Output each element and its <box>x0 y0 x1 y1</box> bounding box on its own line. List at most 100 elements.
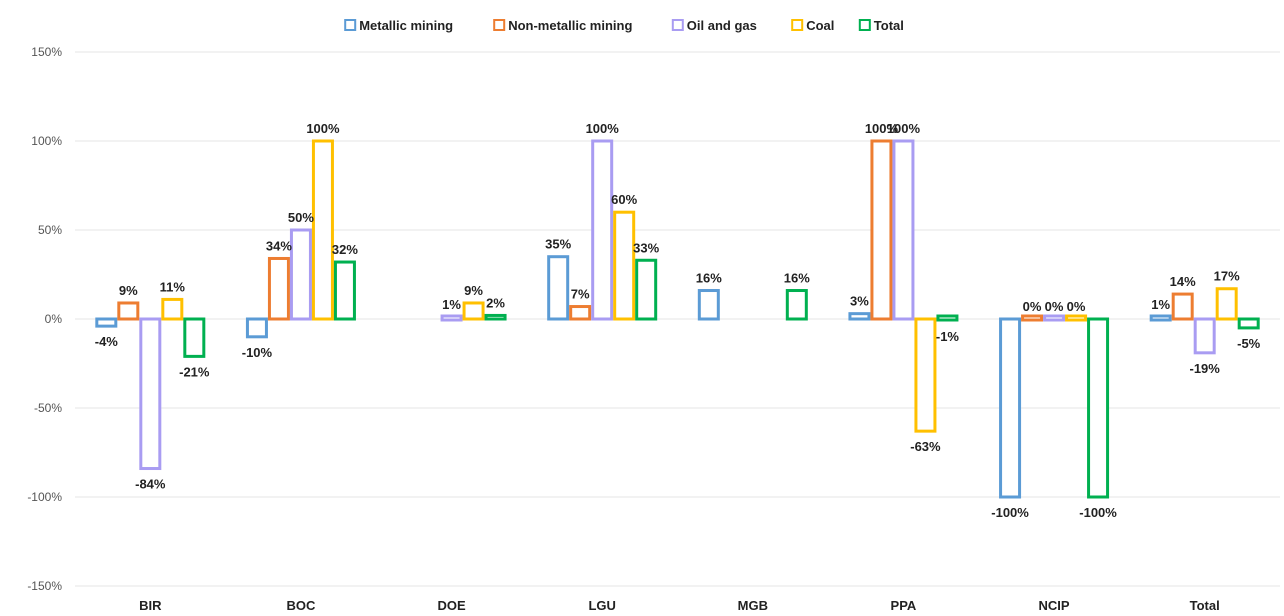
bar <box>547 255 570 321</box>
x-tick-label: NCIP <box>1039 598 1070 613</box>
x-tick-label: Total <box>1190 598 1220 613</box>
data-label: -100% <box>1079 505 1117 520</box>
y-tick-label: 100% <box>31 134 62 148</box>
bar <box>1237 317 1260 330</box>
data-label: -19% <box>1190 361 1221 376</box>
legend-label: Oil and gas <box>687 18 757 33</box>
legend-item: Oil and gas <box>671 18 757 33</box>
bar <box>1021 314 1044 322</box>
data-label: 100% <box>306 121 340 136</box>
y-tick-label: 150% <box>31 45 62 59</box>
bar <box>914 317 937 433</box>
bar <box>245 317 268 339</box>
data-label: 16% <box>696 271 722 286</box>
legend-item: Non-metallic mining <box>493 18 632 33</box>
bar <box>569 305 592 321</box>
bar <box>1087 317 1110 499</box>
bar <box>870 139 893 321</box>
legend-swatch <box>858 19 871 31</box>
bars <box>95 139 1260 499</box>
data-label: 0% <box>1023 299 1042 314</box>
bar <box>440 314 463 322</box>
y-tick-label: -150% <box>27 579 62 593</box>
data-label: 32% <box>332 242 358 257</box>
data-label: 14% <box>1170 274 1196 289</box>
data-label: -5% <box>1237 336 1261 351</box>
legend-label: Coal <box>806 18 834 33</box>
data-label: 11% <box>160 279 186 294</box>
data-labels: -4%-10%35%16%3%-100%1%9%34%7%100%0%14%-8… <box>95 121 1261 520</box>
data-label: 50% <box>288 210 314 225</box>
data-label: 100% <box>586 121 620 136</box>
data-label: 9% <box>464 283 483 298</box>
legend-swatch <box>344 19 357 31</box>
bar <box>848 312 871 321</box>
data-label: 17% <box>1214 269 1240 284</box>
legend-swatch <box>671 19 684 31</box>
x-tick-label: PPA <box>891 598 917 613</box>
legend-item: Total <box>858 18 904 33</box>
data-label: 33% <box>633 240 659 255</box>
data-label: 2% <box>486 295 505 310</box>
bar <box>591 139 614 321</box>
data-label: 0% <box>1045 299 1064 314</box>
bar <box>289 228 312 321</box>
y-tick-label: -100% <box>27 490 62 504</box>
x-tick-label: DOE <box>437 598 466 613</box>
legend-swatch <box>791 19 804 31</box>
bar <box>117 301 140 321</box>
x-axis: BIR BOC DOE LGU MGB PPA NCIP Total <box>139 598 1220 613</box>
bar <box>1171 292 1194 321</box>
x-tick-label: LGU <box>588 598 615 613</box>
bar <box>311 139 334 321</box>
bar <box>892 139 915 321</box>
bar <box>139 317 162 471</box>
data-label: 3% <box>850 294 869 309</box>
legend-item: Coal <box>791 18 834 33</box>
bar <box>183 317 206 358</box>
bar <box>1193 317 1216 355</box>
y-tick-label: 50% <box>38 223 62 237</box>
bar <box>1043 314 1066 322</box>
data-label: 60% <box>611 192 637 207</box>
data-label: -63% <box>910 439 941 454</box>
y-tick-label: -50% <box>34 401 62 415</box>
data-label: -1% <box>936 329 960 344</box>
bar <box>613 210 636 321</box>
data-label: 9% <box>119 283 138 298</box>
legend-label: Total <box>874 18 904 33</box>
bar <box>267 256 290 321</box>
bar <box>161 297 184 321</box>
bar <box>785 289 808 321</box>
x-tick-label: MGB <box>738 598 768 613</box>
data-label: -100% <box>991 505 1029 520</box>
bar <box>484 313 507 321</box>
data-label: 7% <box>571 287 590 302</box>
bar <box>95 317 118 328</box>
data-label: 0% <box>1067 299 1086 314</box>
x-tick-label: BOC <box>286 598 316 613</box>
data-label: 100% <box>887 121 921 136</box>
data-label: 16% <box>784 271 810 286</box>
bar <box>1149 314 1172 322</box>
bar <box>936 314 959 322</box>
bar <box>635 258 658 321</box>
data-label: -21% <box>179 364 210 379</box>
y-axis: 150% 100% 50% 0% -50% -100% -150% <box>27 45 62 593</box>
bar <box>462 301 485 321</box>
data-label: 34% <box>266 238 292 253</box>
y-tick-label: 0% <box>45 312 63 326</box>
data-label: 1% <box>442 297 461 312</box>
legend-item: Metallic mining <box>344 18 453 33</box>
bar <box>1065 314 1088 322</box>
data-label: -84% <box>135 477 166 492</box>
x-tick-label: BIR <box>139 598 162 613</box>
data-label: 1% <box>1151 297 1170 312</box>
data-label: -10% <box>242 345 273 360</box>
bar <box>999 317 1022 499</box>
data-label: -4% <box>95 334 119 349</box>
legend: Metallic mining Non-metallic mining Oil an… <box>344 18 904 33</box>
data-label: 100% <box>865 121 899 136</box>
